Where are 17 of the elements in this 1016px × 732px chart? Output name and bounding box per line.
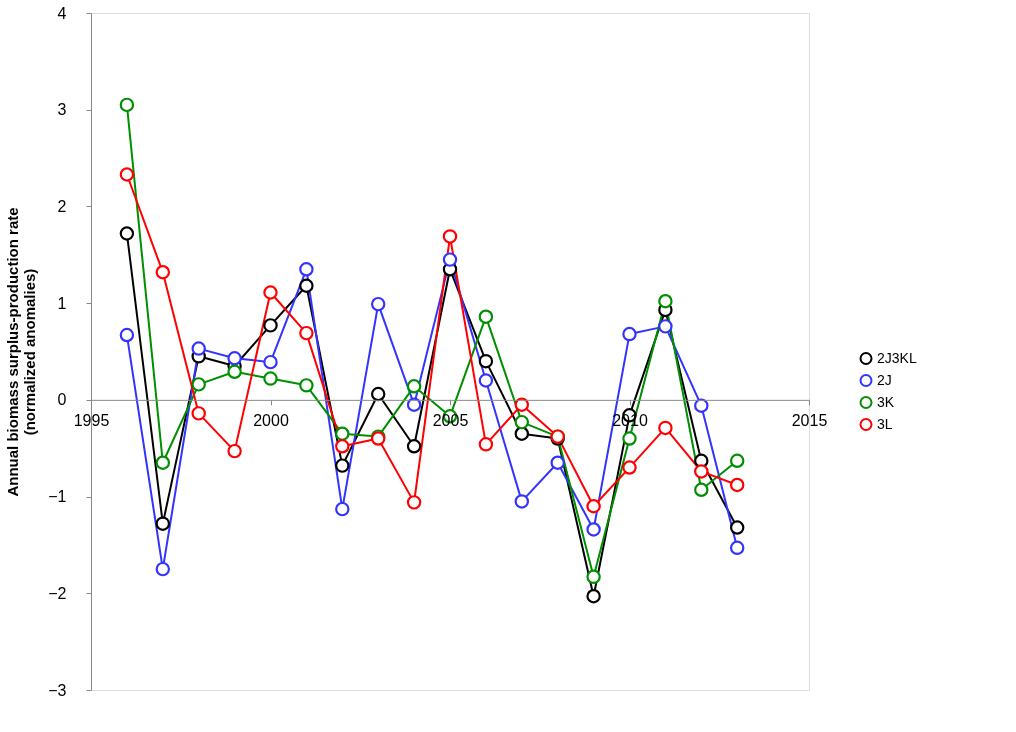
y-tick-label: 4 (57, 4, 67, 22)
legend-label: 3K (877, 393, 895, 410)
legend-label: 2J (877, 371, 892, 388)
x-tick-label: 1995 (73, 412, 110, 430)
y-tick-label: 3 (57, 101, 67, 119)
y-tick-label: 1 (57, 294, 67, 312)
x-tick-label: 2000 (253, 412, 289, 430)
y-tick-label: 0 (57, 391, 67, 409)
y-axis-title: Annual biomass surplus-production rate (normalized anomalies) (4, 207, 39, 497)
y-tick-label: −3 (48, 681, 67, 699)
legend-label: 3L (877, 415, 893, 432)
legend-label: 2J3KL (877, 349, 917, 366)
x-tick-label: 2005 (432, 412, 469, 430)
y-tick-label: −2 (48, 584, 67, 602)
x-tick-label: 2015 (791, 412, 828, 430)
y-tick-label: −1 (48, 488, 67, 506)
y-tick-label: 2 (57, 197, 67, 215)
